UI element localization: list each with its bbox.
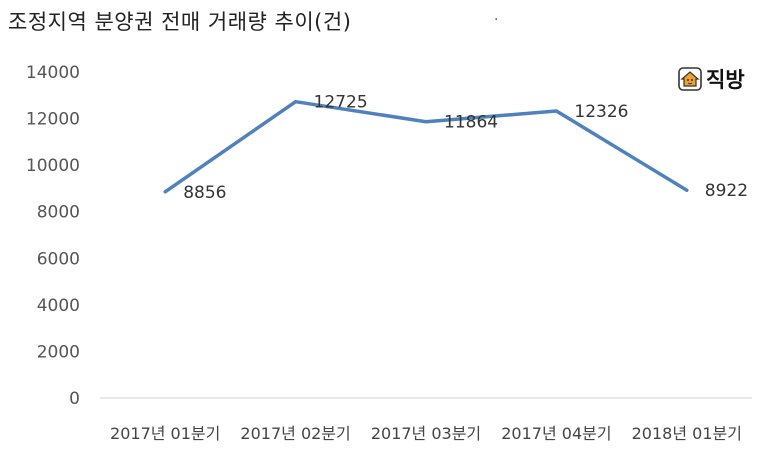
y-tick-label: 12000	[26, 110, 80, 130]
house-logo-icon	[678, 67, 702, 91]
data-label: 11864	[444, 113, 498, 133]
y-tick-label: 0	[69, 389, 80, 409]
chart-title: 조정지역 분양권 전매 거래량 추이(건)	[8, 10, 352, 34]
series	[163, 99, 689, 194]
series-line	[163, 99, 689, 194]
x-tick-label: 2017년 03분기	[371, 424, 481, 443]
x-tick-label: 2017년 04분기	[501, 424, 611, 443]
x-tick-label: 2018년 01분기	[632, 424, 742, 443]
y-tick-label: 10000	[26, 156, 80, 176]
x-tick-label: 2017년 01분기	[110, 424, 220, 443]
x-axis-labels: 2017년 01분기 2017년 02분기 2017년 03분기 2017년 04분기…	[110, 424, 742, 443]
corner-mark: .	[494, 8, 499, 24]
y-tick-label: 2000	[37, 342, 80, 362]
x-tick-label: 2017년 02분기	[240, 424, 350, 443]
y-tick-label: 8000	[37, 203, 80, 223]
brand-name: 직방	[706, 68, 745, 92]
data-label: 12326	[574, 102, 628, 122]
data-labels: 8856 12725 11864 12326 8922	[183, 93, 748, 203]
y-tick-label: 6000	[37, 249, 80, 269]
data-label: 8856	[183, 183, 226, 203]
data-label: 8922	[705, 181, 748, 201]
y-axis: 0 2000 4000 6000 8000 10000 12000 14000	[26, 63, 80, 409]
y-tick-label: 4000	[37, 296, 80, 316]
brand-logo: 직방	[678, 64, 745, 94]
y-tick-label: 14000	[26, 63, 80, 83]
data-label: 12725	[314, 93, 368, 113]
